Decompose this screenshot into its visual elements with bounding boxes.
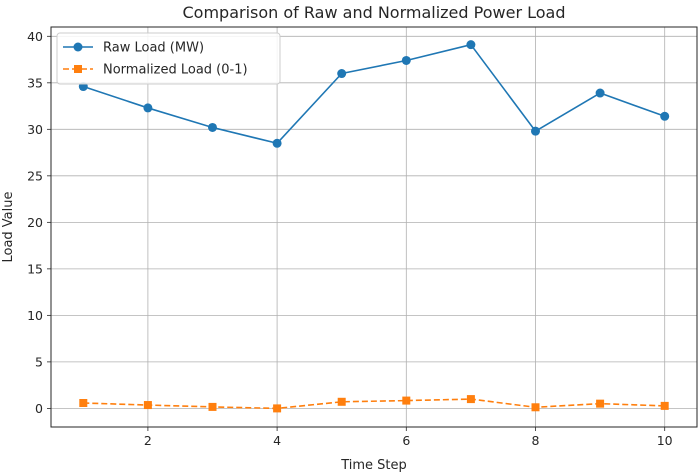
- data-point: [466, 40, 476, 50]
- y-tick-label: 15: [27, 261, 43, 276]
- series-0: [78, 40, 670, 148]
- series-line: [83, 43, 665, 145]
- y-tick-label: 20: [27, 215, 43, 230]
- x-tick-label: 2: [144, 433, 152, 448]
- series-layer: [78, 40, 670, 413]
- legend-marker: [74, 65, 82, 73]
- legend-marker: [73, 42, 83, 52]
- x-axis-label: Time Step: [340, 458, 407, 473]
- legend-label: Normalized Load (0-1): [103, 63, 248, 78]
- data-point: [143, 401, 152, 410]
- y-tick-label: 35: [27, 75, 43, 90]
- data-point: [531, 126, 540, 136]
- ticks: 2 4 6 8 10 0 5 10 15 20 25 30 35 40: [27, 29, 673, 448]
- y-axis-label: Load Value: [1, 191, 16, 262]
- data-point: [660, 401, 669, 410]
- x-tick-label: 10: [657, 433, 673, 448]
- legend: Raw Load (MW) Normalized Load (0-1): [56, 32, 281, 85]
- grid: [51, 27, 697, 427]
- y-tick-label: 30: [27, 122, 43, 137]
- x-tick-label: 4: [273, 433, 281, 448]
- chart-title: Comparison of Raw and Normalized Power L…: [183, 3, 566, 22]
- data-point: [208, 402, 217, 411]
- data-point: [337, 397, 346, 406]
- data-point: [143, 103, 153, 113]
- legend-label: Raw Load (MW): [103, 41, 204, 56]
- data-point: [531, 403, 540, 412]
- data-point: [79, 399, 88, 407]
- y-tick-label: 40: [27, 29, 43, 44]
- data-point: [401, 55, 411, 65]
- y-tick-label: 5: [35, 354, 43, 369]
- x-tick-label: 6: [402, 433, 410, 448]
- legend-item: Normalized Load (0-1): [63, 63, 248, 78]
- y-tick-label: 10: [27, 308, 43, 323]
- series-1: [79, 395, 669, 413]
- data-point: [402, 396, 411, 405]
- y-tick-label: 0: [35, 401, 43, 416]
- data-point: [273, 404, 282, 413]
- data-point: [337, 69, 347, 79]
- data-point: [595, 88, 605, 98]
- data-point: [208, 122, 217, 132]
- plot-area: [50, 26, 698, 428]
- legend-box: [56, 32, 281, 85]
- x-tick-label: 8: [532, 433, 540, 448]
- data-point: [466, 395, 475, 404]
- data-point: [660, 111, 670, 121]
- y-tick-label: 25: [27, 168, 43, 183]
- data-point: [272, 138, 282, 148]
- data-point: [596, 399, 605, 408]
- legend-item: Raw Load (MW): [63, 41, 204, 56]
- series-line: [83, 398, 665, 410]
